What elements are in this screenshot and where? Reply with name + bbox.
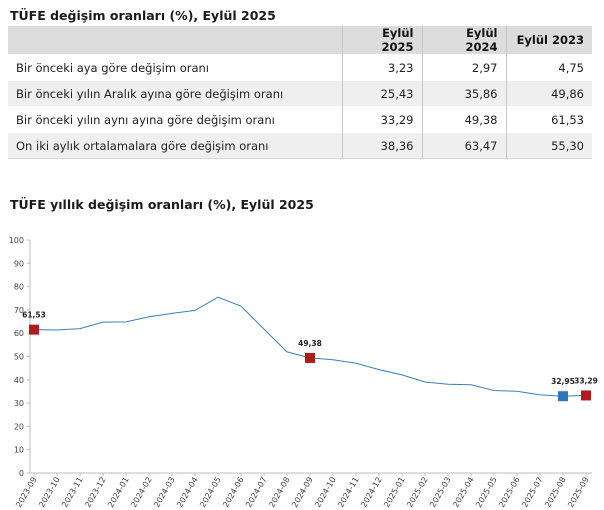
cell-value: 49,86 [505, 80, 592, 107]
cell-value: 49,38 [421, 106, 506, 133]
x-tick-label: 2024-11 [336, 476, 361, 509]
x-tick-label: 2023-11 [60, 476, 85, 509]
y-tick-label: 50 [14, 353, 24, 362]
cell-value: 61,53 [505, 106, 592, 133]
x-tick-label: 2025-08 [543, 476, 568, 509]
line-chart: 01020304050607080901002023-092023-102023… [9, 236, 598, 509]
x-tick-label: 2024-06 [221, 476, 246, 509]
y-tick-label: 60 [14, 329, 24, 338]
header-eylul-2024: Eylül 2024 [421, 26, 506, 55]
cell-value: 38,36 [341, 132, 422, 159]
x-tick-label: 2023-10 [37, 476, 62, 509]
x-tick-label: 2023-12 [83, 476, 108, 509]
data-point-marker [305, 352, 315, 363]
y-tick-label: 30 [14, 399, 24, 408]
x-tick-label: 2024-09 [290, 476, 315, 509]
cell-value: 55,30 [505, 132, 592, 159]
x-tick-label: 2024-01 [106, 476, 131, 509]
x-tick-label: 2025-06 [497, 476, 522, 509]
table-header-row: Eylül 2025 Eylül 2024 Eylül 2023 [8, 26, 592, 55]
y-tick-label: 10 [14, 446, 24, 455]
data-label: 33,29 [574, 376, 598, 385]
x-tick-label: 2025-05 [474, 476, 499, 509]
row-label: Bir önceki yılın Aralık ayına göre değiş… [8, 80, 342, 107]
cell-value: 3,23 [341, 54, 422, 81]
x-tick-label: 2024-05 [198, 476, 223, 509]
table-title: TÜFE değişim oranları (%), Eylül 2025 [10, 8, 276, 23]
data-point-marker [558, 391, 568, 402]
cell-value: 2,97 [421, 54, 506, 81]
header-eylul-2023: Eylül 2023 [505, 26, 592, 55]
table-row: On iki aylık ortalamalara göre değişim o… [8, 132, 592, 159]
y-tick-label: 20 [14, 422, 24, 431]
header-eylul-2025: Eylül 2025 [341, 26, 422, 55]
data-label: 32,95 [551, 377, 575, 386]
y-tick-label: 80 [14, 283, 24, 292]
cell-value: 4,75 [505, 54, 592, 81]
x-tick-label: 2024-02 [129, 476, 154, 509]
inflation-table: Eylül 2025 Eylül 2024 Eylül 2023 Bir önc… [8, 26, 592, 159]
data-label: 61,53 [22, 311, 46, 320]
x-tick-label: 2024-12 [359, 476, 384, 509]
cell-value: 33,29 [341, 106, 422, 133]
x-tick-label: 2023-09 [14, 476, 39, 509]
x-tick-label: 2025-02 [405, 476, 430, 509]
chart-title: TÜFE yıllık değişim oranları (%), Eylül … [10, 197, 314, 212]
x-tick-label: 2024-07 [244, 476, 269, 509]
table-row: Bir önceki yılın Aralık ayına göre değiş… [8, 80, 592, 107]
cell-value: 35,86 [421, 80, 506, 107]
y-tick-label: 70 [14, 306, 24, 315]
data-point-marker [581, 390, 591, 401]
x-tick-label: 2025-09 [566, 476, 591, 509]
x-tick-label: 2025-07 [520, 476, 545, 509]
x-tick-label: 2024-10 [313, 476, 338, 509]
cell-value: 63,47 [421, 132, 506, 159]
x-tick-label: 2024-04 [175, 476, 200, 509]
y-tick-label: 0 [19, 469, 24, 478]
header-empty [8, 26, 342, 55]
y-tick-label: 100 [9, 236, 24, 245]
row-label: Bir önceki aya göre değişim oranı [8, 54, 342, 81]
row-label: Bir önceki yılın aynı ayına göre değişim… [8, 106, 342, 133]
y-tick-label: 90 [14, 259, 24, 268]
data-label: 49,38 [298, 339, 322, 348]
cell-value: 25,43 [341, 80, 422, 107]
y-tick-label: 40 [14, 376, 24, 385]
data-point-marker [29, 324, 39, 335]
x-tick-label: 2025-04 [451, 476, 476, 509]
x-tick-label: 2025-01 [382, 476, 407, 509]
x-tick-label: 2024-08 [267, 476, 292, 509]
x-tick-label: 2025-03 [428, 476, 453, 509]
row-label: On iki aylık ortalamalara göre değişim o… [8, 132, 342, 159]
table-row: Bir önceki aya göre değişim oranı 3,23 2… [8, 54, 592, 81]
x-tick-label: 2024-03 [152, 476, 177, 509]
table-row: Bir önceki yılın aynı ayına göre değişim… [8, 106, 592, 133]
